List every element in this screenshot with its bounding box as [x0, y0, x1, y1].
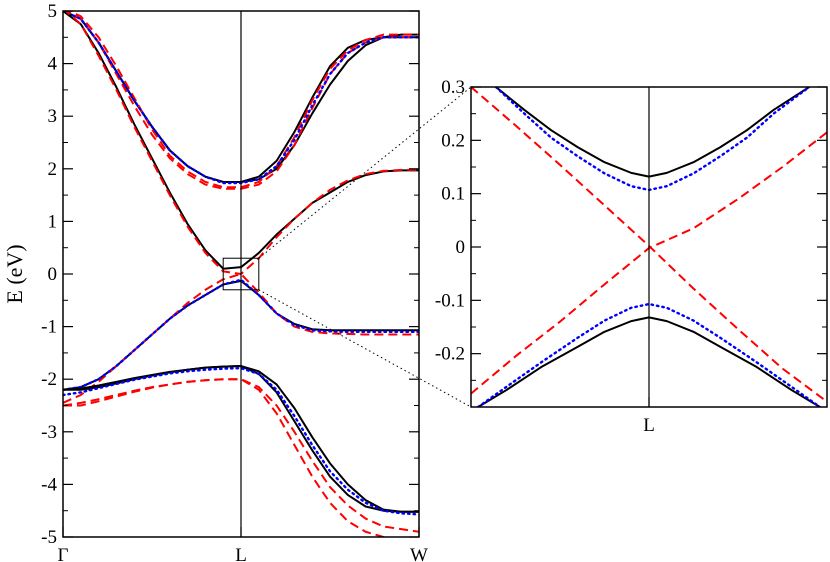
inset-ytick-label: 0.1: [441, 184, 465, 205]
main-ytick-label: 5: [48, 1, 58, 22]
inset-xtick-label: L: [643, 415, 655, 436]
inset-ytick-label: 0: [456, 237, 466, 258]
inset-ytick-label: -0.1: [435, 290, 465, 311]
inset-series-0: [495, 87, 810, 178]
zoom-region-box: [222, 257, 260, 291]
inset-ytick-label: 0.2: [441, 130, 465, 151]
main-xtick-label: L: [235, 545, 247, 562]
main-series-9: [63, 278, 419, 391]
zoom-connector-lines: [258, 86, 472, 408]
main-ytick-label: 4: [48, 54, 58, 75]
inset-ytick-label: -0.2: [435, 344, 465, 365]
y-axis-label: E (eV): [2, 244, 27, 303]
main-ytick-label: 1: [48, 211, 58, 232]
zoom-connector-top: [258, 86, 472, 259]
main-ytick-label: -5: [41, 527, 57, 548]
main-series-13: [63, 378, 419, 533]
main-xtick-label: Γ: [58, 545, 69, 562]
main-band-plot: 5 4 3 2 1 0 -1 -2 -3 -4 -5Γ L W E (eV): [2, 1, 428, 562]
inset-series-2: [494, 87, 811, 192]
main-xtick-label: W: [410, 545, 428, 562]
inset-band-plot: 0.3 0.2 0.1 0 -0.1 -0.2 L: [435, 77, 828, 436]
main-ytick-label: 0: [48, 264, 58, 285]
main-ytick-label: 2: [48, 159, 58, 180]
main-ytick-label: -3: [41, 422, 57, 443]
inset-series-3: [476, 302, 822, 407]
main-series-14: [63, 378, 391, 537]
main-ytick-label: -4: [41, 474, 57, 495]
inset-ytick-label: 0.3: [441, 77, 465, 98]
main-ytick-label: -1: [41, 317, 57, 338]
main-ytick-label: 3: [48, 106, 58, 127]
main-ytick-label: -2: [41, 369, 57, 390]
